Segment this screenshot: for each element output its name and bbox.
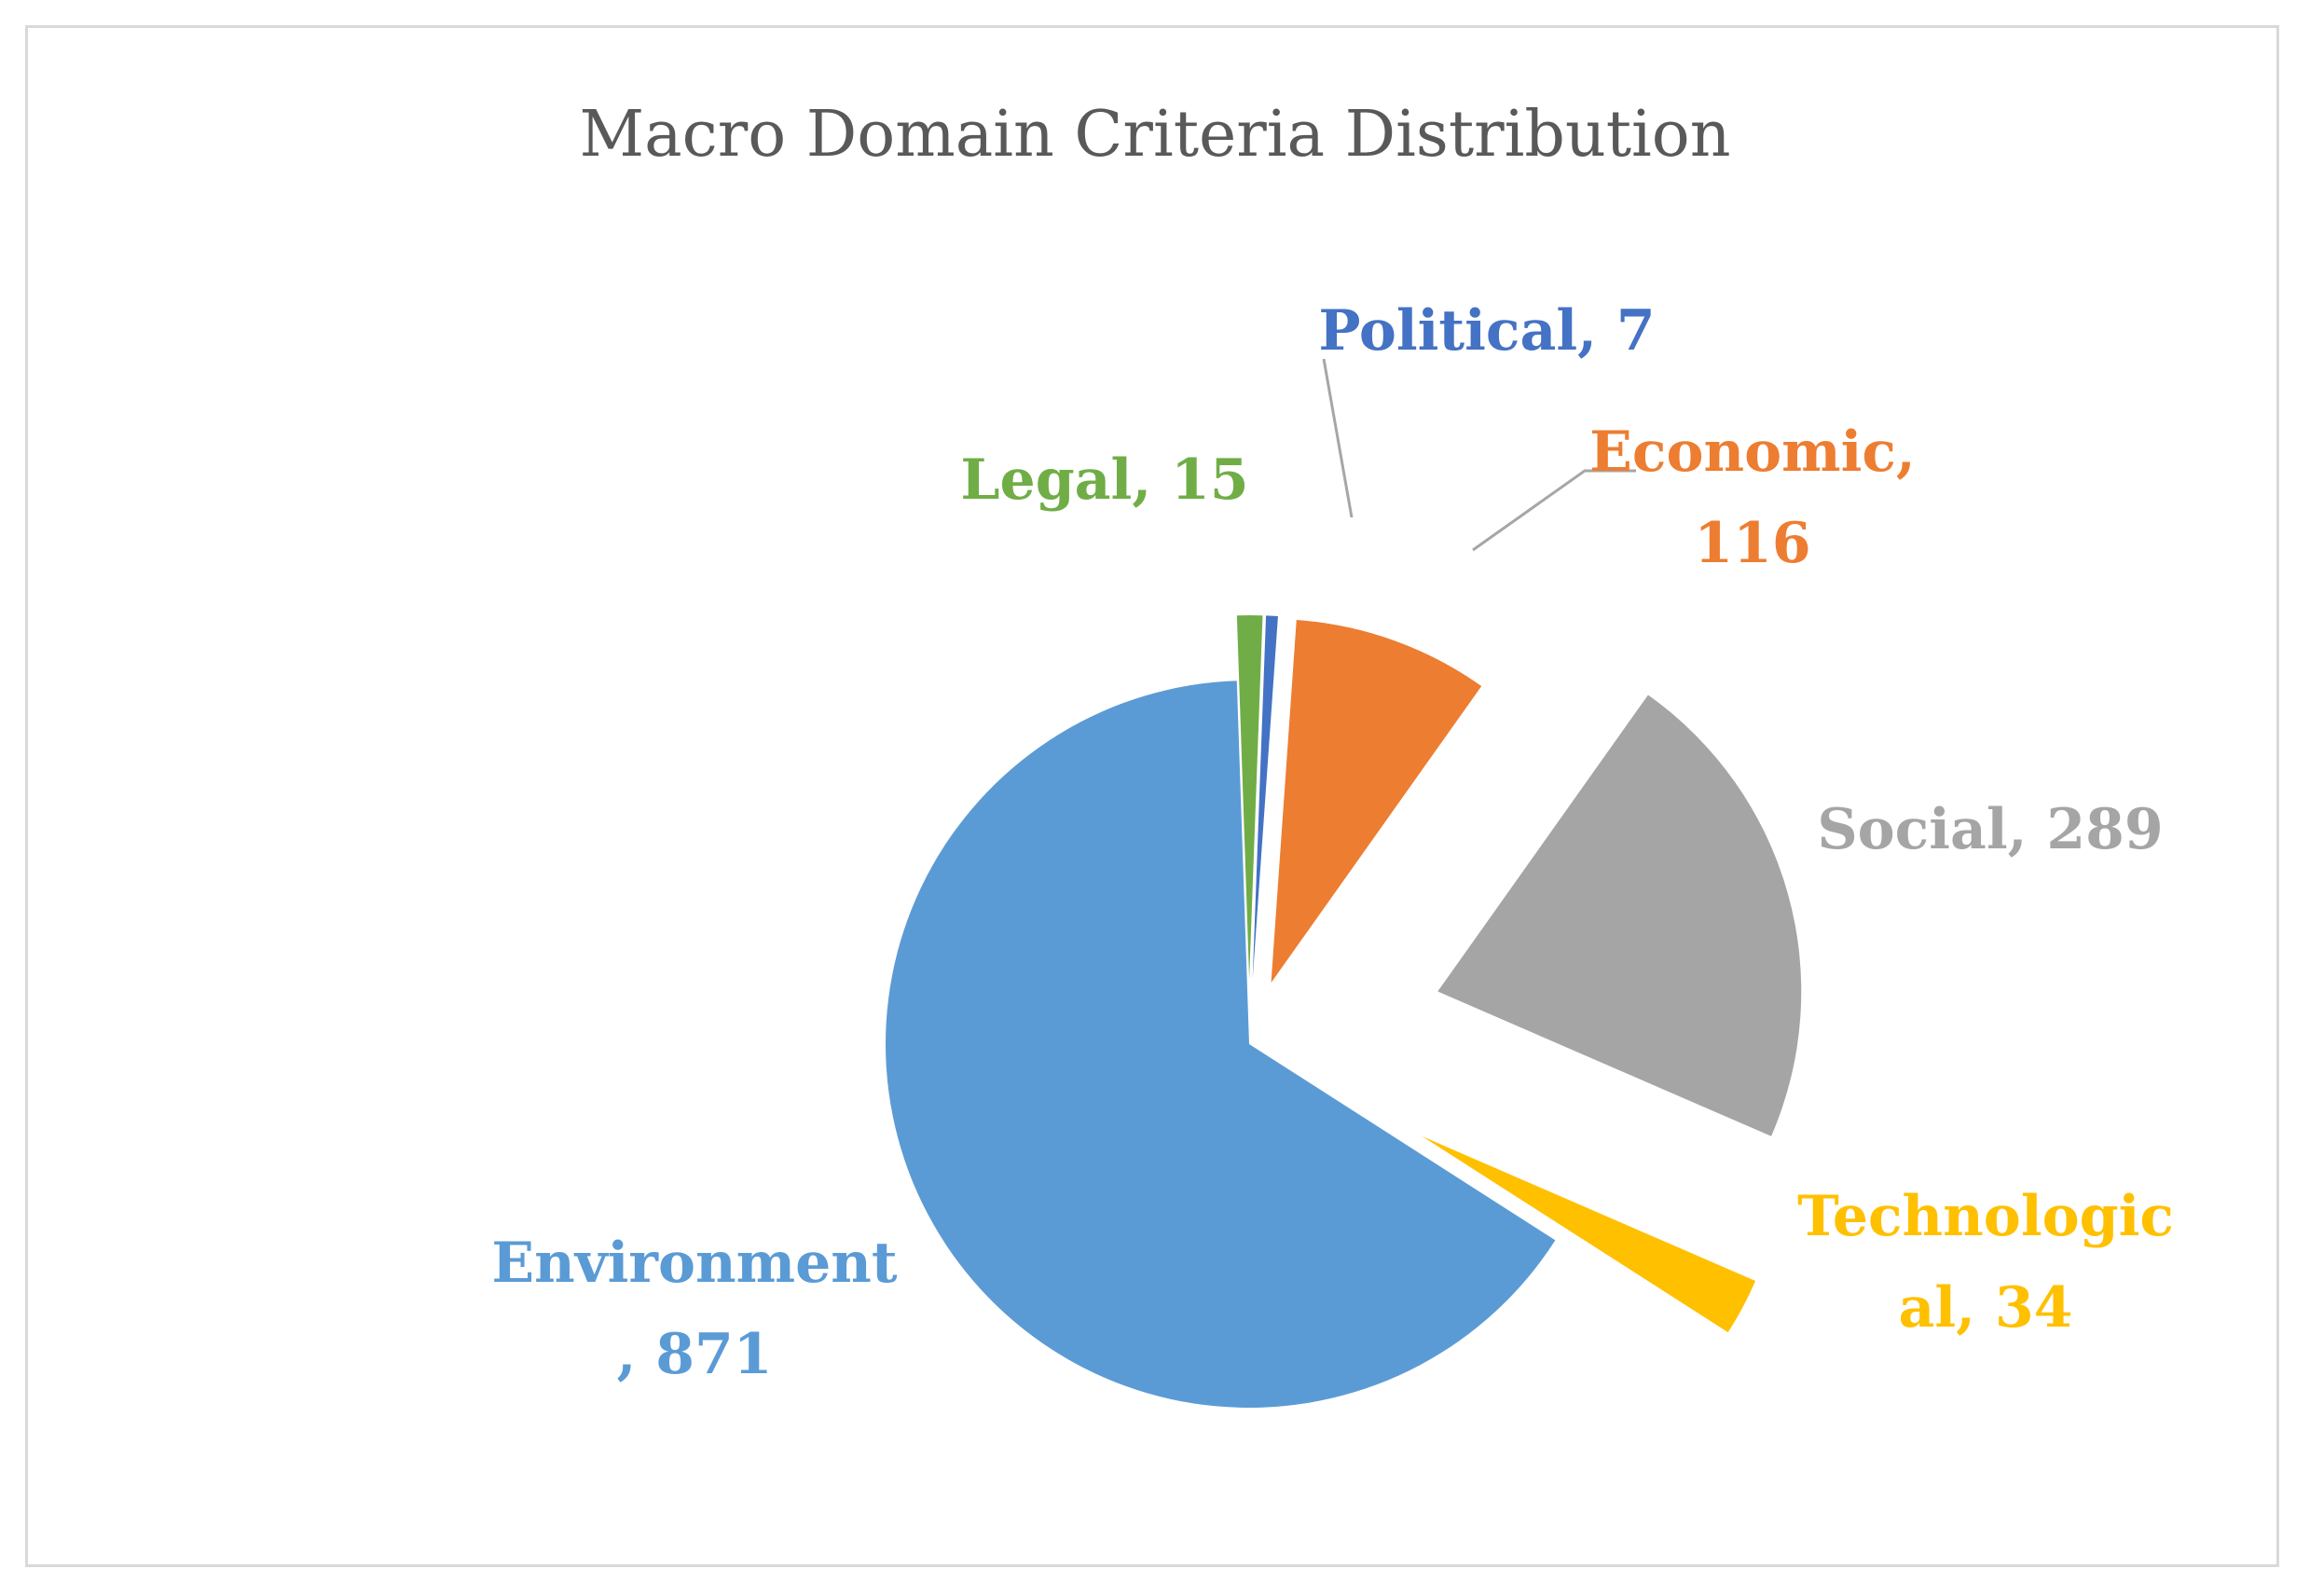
leader-line-economic: [1472, 469, 1636, 552]
pie-slice-economic: [1271, 620, 1482, 984]
data-label-line: Technologic: [1797, 1184, 2174, 1249]
data-label-legal: Legal, 15: [960, 447, 1248, 513]
data-label-line: Economic,: [1589, 420, 1916, 485]
pie-slice-political: [1252, 615, 1278, 980]
data-label-technological: Technologic al, 34: [1797, 1184, 2174, 1341]
data-label-line: Environment: [491, 1231, 898, 1296]
data-label-line: Social, 289: [1817, 797, 2163, 862]
pie-slice-environment: [886, 681, 1556, 1408]
data-label-line: Political, 7: [1318, 298, 1655, 364]
leader-line-political: [1322, 358, 1354, 518]
data-label-social: Social, 289: [1817, 797, 2163, 862]
data-label-line: al, 34: [1899, 1275, 2073, 1341]
data-label-economic: Economic, 116: [1589, 420, 1916, 576]
data-label-line: 116: [1694, 511, 1810, 576]
pie-slice-legal: [1236, 615, 1263, 980]
data-label-line: , 871: [616, 1322, 772, 1387]
pie-slice-technological: [1422, 1135, 1756, 1333]
pie-slice-social: [1437, 695, 1802, 1136]
data-label-political: Political, 7: [1318, 298, 1655, 364]
data-label-environment: Environment , 871: [491, 1231, 898, 1387]
chart-title: Macro Domain Criteria Distribution: [579, 98, 1731, 172]
data-label-line: Legal, 15: [960, 447, 1248, 513]
